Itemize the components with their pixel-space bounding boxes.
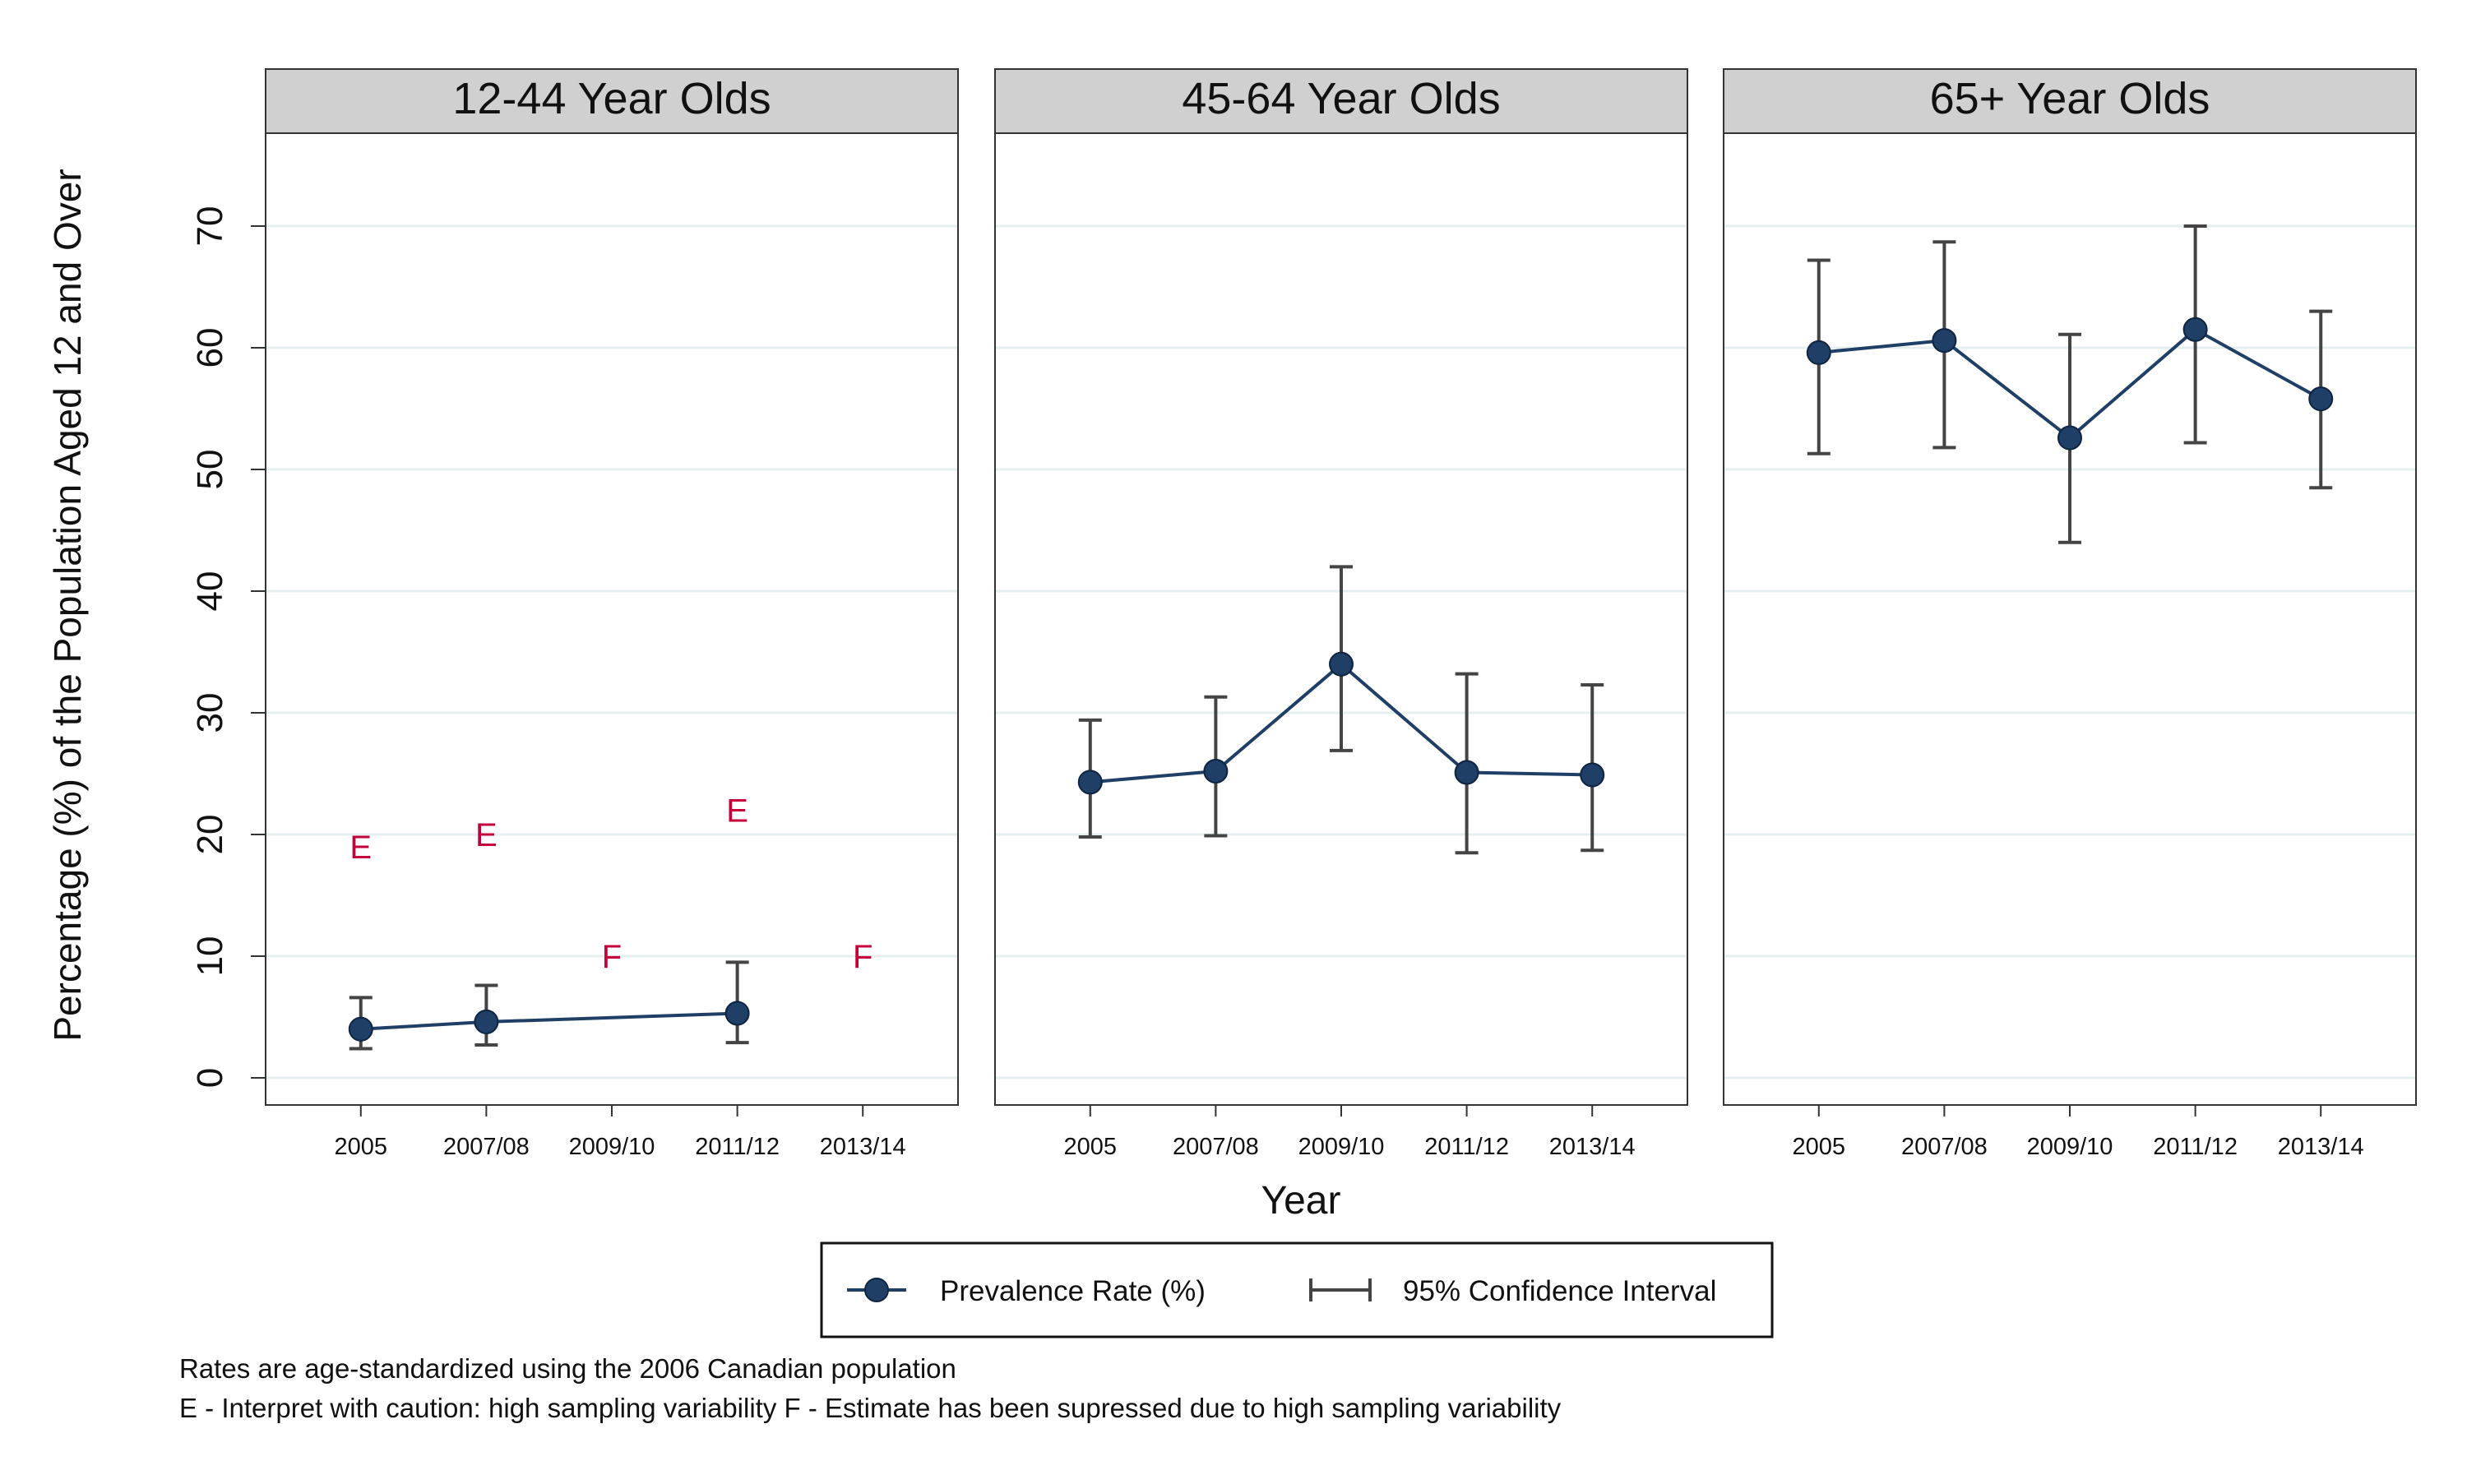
x-tick-label: 2013/14	[820, 1134, 906, 1160]
data-point	[1077, 770, 1103, 795]
facet-title: 12-44 Year Olds	[452, 74, 771, 123]
legend-label: Prevalence Rate (%)	[940, 1275, 1206, 1307]
x-tick-label: 2005	[335, 1134, 388, 1160]
facet-title: 65+ Year Olds	[1930, 74, 2210, 123]
facet-title: 45-64 Year Olds	[1182, 74, 1500, 123]
reliability-flag: E	[349, 830, 372, 866]
data-point	[2057, 425, 2082, 451]
facet-strip	[994, 68, 1688, 134]
x-tick-label: 2007/08	[443, 1134, 530, 1160]
data-point	[724, 1001, 750, 1026]
data-point	[348, 1016, 373, 1042]
facet-strip	[265, 68, 959, 134]
x-tick-label: 2011/12	[695, 1134, 780, 1160]
x-tick-label: 2009/10	[1298, 1134, 1385, 1160]
reliability-flag: E	[475, 817, 498, 853]
data-point	[1329, 651, 1354, 677]
x-tick-label: 2011/12	[1424, 1134, 1509, 1160]
data-point	[1932, 328, 1957, 354]
y-tick-label: 0	[190, 1068, 230, 1088]
legend-marker-symbol	[864, 1278, 889, 1302]
y-axis-title: Percentage (%) of the Population Aged 12…	[46, 169, 89, 1041]
x-tick-label: 2005	[1064, 1134, 1118, 1160]
reliability-flag: F	[853, 939, 872, 975]
x-tick-label: 2007/08	[1173, 1134, 1259, 1160]
x-tick-label: 2005	[1793, 1134, 1846, 1160]
legend-box	[820, 1241, 1774, 1338]
data-point	[1580, 762, 1605, 788]
data-point	[1203, 759, 1229, 784]
x-tick-label: 2009/10	[2027, 1134, 2113, 1160]
legend-label: 95% Confidence Interval	[1403, 1275, 1716, 1307]
data-point	[474, 1009, 499, 1034]
x-tick-label: 2007/08	[1901, 1134, 1988, 1160]
footnote: E - Interpret with caution: high samplin…	[179, 1393, 1562, 1423]
y-tick-label: 70	[190, 206, 230, 247]
footnote: Rates are age-standardized using the 200…	[179, 1353, 956, 1384]
y-tick-label: 20	[190, 815, 230, 855]
data-point	[1454, 760, 1479, 785]
data-point	[2308, 386, 2334, 412]
facet-strip	[1723, 68, 2417, 134]
x-tick-label: 2013/14	[2278, 1134, 2364, 1160]
y-tick-label: 50	[190, 450, 230, 490]
x-tick-label: 2013/14	[1549, 1134, 1636, 1160]
x-tick-label: 2009/10	[569, 1134, 655, 1160]
y-tick-label: 60	[190, 328, 230, 368]
panel-plot-area	[1724, 133, 2416, 1105]
reliability-flag: F	[602, 939, 622, 975]
panel-plot-area	[266, 133, 958, 1105]
reliability-flag: E	[726, 793, 748, 829]
y-tick-label: 10	[190, 936, 230, 977]
y-tick-label: 40	[190, 571, 230, 612]
x-tick-label: 2011/12	[2153, 1134, 2238, 1160]
x-axis-title: Year	[1261, 1179, 1341, 1223]
y-tick-label: 30	[190, 693, 230, 733]
data-point	[2182, 317, 2208, 342]
data-point	[1806, 340, 1831, 365]
